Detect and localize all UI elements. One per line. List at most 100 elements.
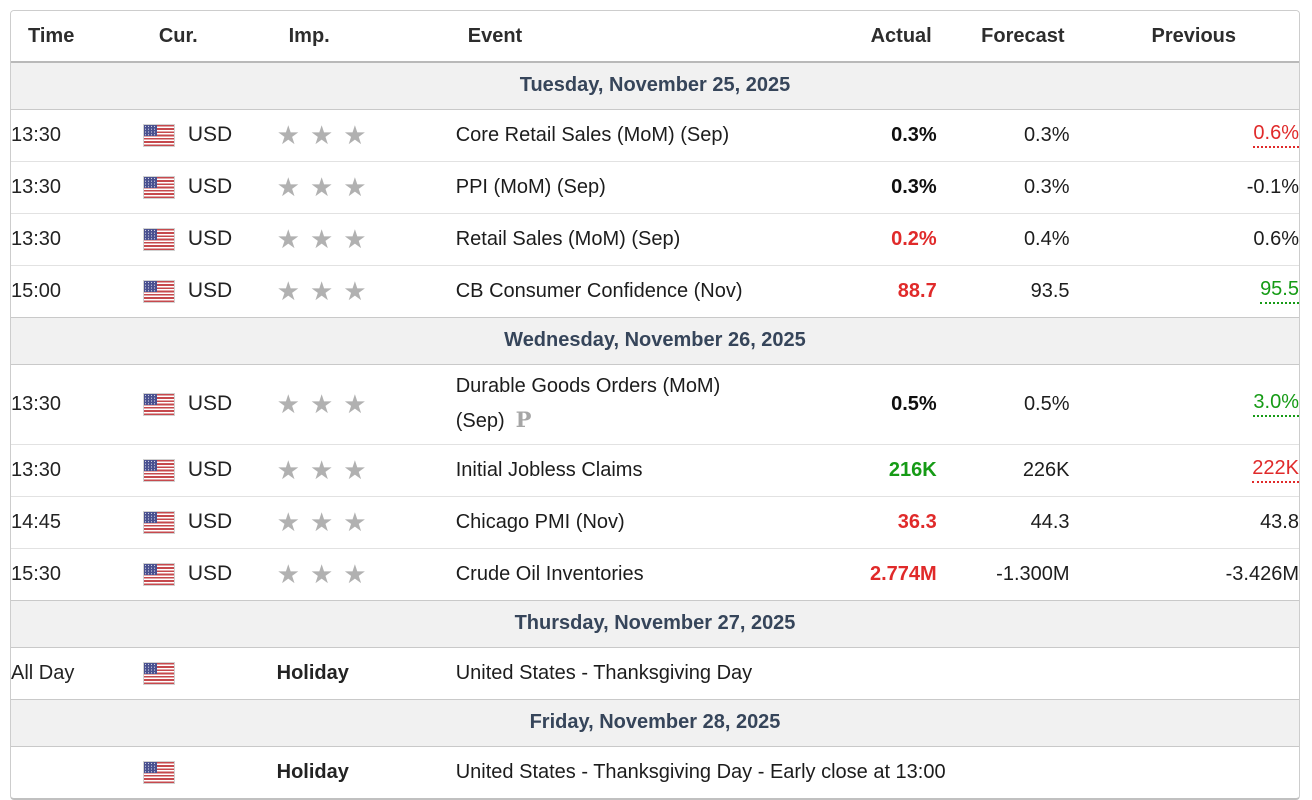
previous-value-cell: 222K <box>1069 443 1299 496</box>
currency-code: USD <box>187 175 233 198</box>
currency-cell: USD <box>143 264 277 317</box>
forecast-value: 0.4% <box>1023 227 1070 250</box>
currency-wrap: USD <box>143 392 277 416</box>
date-header-label: Tuesday, November 25, 2025 <box>11 61 1299 110</box>
event-cell: Initial Jobless Claims <box>455 443 847 496</box>
event-link[interactable]: Crude Oil Inventories <box>455 562 644 585</box>
star-icon: ★ <box>276 120 300 150</box>
currency-wrap: USD <box>143 458 277 482</box>
forecast-value: 93.5 <box>1030 279 1070 302</box>
currency-cell: USD <box>143 364 277 444</box>
star-icon: ★ <box>309 507 334 537</box>
forecast-value-cell: 226K <box>936 443 1070 496</box>
column-header-importance: Imp. <box>276 11 456 63</box>
currency-wrap: USD <box>143 562 277 586</box>
actual-value-cell: 36.3 <box>846 495 937 548</box>
actual-value: 216K <box>888 458 937 481</box>
previous-value: -0.1% <box>1246 175 1299 198</box>
calendar-table-body: Tuesday, November 25, 2025 13:30 USD ★ ★ ★ Cor… <box>11 61 1299 798</box>
event-link[interactable]: PPI (MoM) (Sep) <box>455 175 606 198</box>
event-row: 13:30 USD ★ ★ ★ Durable Goods Orders (MoM) (Se… <box>11 364 1299 444</box>
star-icon: ★ <box>276 389 300 419</box>
star-icon: ★ <box>343 507 367 537</box>
event-time: All Day <box>11 661 75 684</box>
holiday-label: Holiday <box>276 760 349 783</box>
currency-wrap <box>143 662 277 684</box>
event-cell: CB Consumer Confidence (Nov) <box>455 264 847 317</box>
star-icon: ★ <box>276 559 300 589</box>
importance-cell: ★ ★ ★ <box>276 547 456 600</box>
actual-value: 0.2% <box>891 227 937 250</box>
currency-cell: USD <box>143 547 277 600</box>
actual-value-cell: 0.2% <box>846 212 937 265</box>
importance-cell: ★ ★ ★ <box>277 109 456 161</box>
event-link[interactable]: United States - Thanksgiving Day <box>455 661 753 684</box>
currency-cell <box>143 746 277 798</box>
us-flag-icon <box>143 228 174 250</box>
previous-value[interactable]: 3.0% <box>1253 391 1299 417</box>
currency-cell <box>143 647 277 699</box>
actual-value: 0.3% <box>891 123 937 146</box>
event-link[interactable]: (Sep) <box>455 410 505 432</box>
us-flag-icon <box>143 563 174 585</box>
event-link[interactable]: United States - Thanksgiving Day - Early… <box>455 760 946 783</box>
date-header-label: Thursday, November 27, 2025 <box>11 599 1299 648</box>
importance-cell: ★ ★ ★ <box>276 212 456 265</box>
star-icon: ★ <box>343 172 367 202</box>
event-row: 15:00 USD ★ ★ ★ CB Consumer Confidence (Nov) 8… <box>11 264 1299 317</box>
previous-value[interactable]: 222K <box>1252 457 1299 483</box>
event-link[interactable]: CB Consumer Confidence (Nov) <box>455 279 743 302</box>
event-time: 13:30 <box>11 123 62 146</box>
event-row: 15:30 USD ★ ★ ★ Crude Oil Inventories 2.774M -1… <box>11 547 1299 600</box>
forecast-value: 0.3% <box>1023 123 1070 146</box>
previous-value[interactable]: 0.6% <box>1253 122 1299 148</box>
star-icon: ★ <box>343 559 367 589</box>
previous-value-cell: 43.8 <box>1069 495 1299 548</box>
event-link[interactable]: Core Retail Sales (MoM) (Sep) <box>455 123 730 146</box>
column-header-currency: Cur. <box>143 11 277 63</box>
event-link[interactable]: Durable Goods Orders (MoM) <box>455 375 721 397</box>
actual-value: 2.774M <box>870 562 937 585</box>
economic-calendar: Time Cur. Imp. Event Actual Forecast Pre… <box>10 10 1300 800</box>
column-header-previous: Previous <box>1069 11 1299 63</box>
event-link[interactable]: Retail Sales (MoM) (Sep) <box>455 227 681 250</box>
star-icon: ★ <box>309 276 334 306</box>
currency-cell: USD <box>143 495 277 548</box>
column-header-event: Event <box>455 11 847 63</box>
event-link[interactable]: Chicago PMI (Nov) <box>455 510 625 533</box>
event-cell: Crude Oil Inventories <box>455 547 847 600</box>
event-row: 14:45 USD ★ ★ ★ Chicago PMI (Nov) 36.3 44.3 43.8 <box>11 495 1299 548</box>
star-icon: ★ <box>309 120 334 150</box>
forecast-value: 0.3% <box>1023 175 1070 198</box>
previous-value-cell: -3.426M <box>1069 547 1299 600</box>
importance-cell: ★ ★ ★ <box>276 264 456 317</box>
importance-cell: ★ ★ ★ <box>276 443 456 496</box>
forecast-value-cell: 0.4% <box>936 212 1070 265</box>
currency-cell: USD <box>143 160 277 213</box>
event-row: All Day Holiday United States - Thanksgivi… <box>11 647 1299 699</box>
column-header-time: Time <box>11 11 144 63</box>
previous-value[interactable]: 95.5 <box>1260 278 1299 304</box>
event-time: 15:00 <box>11 264 144 317</box>
event-time: 14:45 <box>11 495 144 548</box>
event-cell: Core Retail Sales (MoM) (Sep) <box>456 109 846 161</box>
forecast-value-cell: 44.3 <box>936 495 1070 548</box>
forecast-value: -1.300M <box>996 562 1070 585</box>
actual-value-cell: 0.5% <box>846 364 937 444</box>
currency-wrap: USD <box>143 510 277 534</box>
us-flag-icon <box>143 511 174 533</box>
forecast-value-cell: -1.300M <box>936 547 1070 600</box>
event-link[interactable]: Initial Jobless Claims <box>455 458 643 481</box>
currency-wrap: USD <box>143 123 277 147</box>
previous-value: -3.426M <box>1225 562 1299 585</box>
forecast-value: 44.3 <box>1030 510 1070 533</box>
currency-wrap: USD <box>143 175 277 199</box>
currency-cell: USD <box>143 212 277 265</box>
holiday-label: Holiday <box>276 661 349 684</box>
date-header-row: Friday, November 28, 2025 <box>11 698 1299 747</box>
date-header-row: Thursday, November 27, 2025 <box>11 599 1299 648</box>
importance-cell: ★ ★ ★ <box>277 364 456 444</box>
actual-value: 0.3% <box>891 175 937 198</box>
currency-code: USD <box>187 123 233 146</box>
currency-wrap: USD <box>143 279 277 303</box>
